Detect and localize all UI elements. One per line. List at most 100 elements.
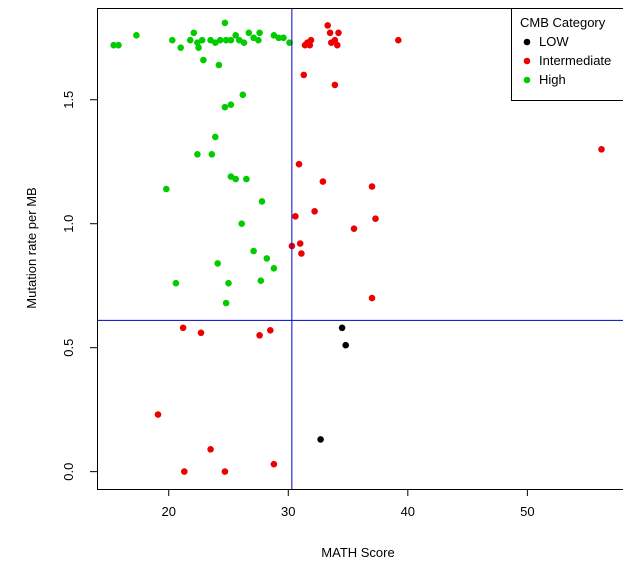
data-point-high-34 [208,151,216,158]
data-point-high-38 [163,185,170,193]
data-point-high-36 [232,175,239,183]
data-point-intermediate-9 [334,41,341,49]
legend-label-low: LOW [539,34,569,49]
data-point-intermediate-19 [372,215,379,222]
data-point-high-15 [227,36,235,44]
x-axis-title: MATH Score [321,545,394,560]
data-point-intermediate-17 [292,213,299,220]
x-tick-label: 20 [161,504,175,519]
data-point-high-8 [195,44,202,51]
data-point-high-24 [275,34,283,42]
data-point-high-31 [221,103,229,111]
data-point-high-42 [214,260,221,267]
data-point-high-9 [198,36,206,44]
data-point-intermediate-13 [598,146,605,153]
data-point-intermediate-2 [307,36,315,44]
data-point-intermediate-31 [181,468,188,475]
data-point-intermediate-10 [395,36,402,44]
legend-title: CMB Category [520,15,606,30]
data-point-high-44 [270,265,278,272]
legend-entries: LOW Intermediate High [523,34,611,87]
data-point-high-4 [177,44,184,51]
y-axis-title: Mutation rate per MB [24,187,39,308]
x-tick-label: 50 [520,504,534,519]
x-tick-label: 40 [401,504,415,519]
legend-marker-intermediate [523,57,531,65]
legend-box [511,8,623,101]
data-point-low-2 [317,436,324,443]
data-point-intermediate-8 [335,29,342,37]
data-point-high-48 [222,299,230,307]
reference-lines [97,8,623,489]
data-point-high-14 [222,36,230,44]
data-point-high-40 [238,220,245,227]
data-point-low-1 [342,341,350,349]
y-tick-label: 1.5 [61,91,76,109]
data-point-high-28 [215,61,223,69]
data-point-intermediate-12 [331,81,339,89]
data-point-intermediate-26 [197,329,205,337]
data-point-intermediate-30 [207,446,214,453]
data-point-intermediate-15 [319,178,327,185]
data-point-high-37 [243,175,250,183]
data-point-intermediate-27 [267,327,274,334]
y-tick-label: 0.5 [61,339,76,357]
data-point-intermediate-25 [179,324,187,332]
x-tick-label: 30 [281,504,295,519]
data-point-high-33 [194,151,201,158]
data-point-high-21 [256,29,263,37]
legend: CMB Category LOW Intermediate High [511,8,623,101]
data-point-intermediate-23 [298,250,305,257]
data-point-high-0 [110,41,117,49]
data-point-high-19 [245,29,253,37]
data-point-high-30 [227,101,235,108]
data-point-high-43 [263,255,271,262]
data-point-high-47 [225,279,232,287]
data-point-high-6 [190,29,198,37]
data-point-high-13 [221,19,229,27]
data-point-intermediate-11 [300,71,308,79]
data-point-high-16 [232,32,239,39]
data-point-intermediate-14 [295,160,303,168]
data-point-high-12 [216,36,224,44]
legend-label-intermediate: Intermediate [539,53,611,68]
plot-frame [97,8,623,490]
points-layer [110,19,605,475]
data-point-intermediate-5 [326,29,334,37]
data-point-low-0 [338,324,346,332]
data-point-high-32 [212,133,219,141]
data-point-intermediate-32 [221,468,229,475]
data-point-intermediate-3 [306,41,314,49]
x-axis: 20 30 40 50 [161,489,535,519]
legend-label-high: High [539,72,566,87]
data-point-high-26 [286,39,293,46]
data-point-intermediate-7 [331,36,339,44]
data-point-high-25 [280,34,287,42]
data-point-intermediate-29 [154,411,162,418]
data-point-intermediate-16 [368,183,376,190]
data-point-high-5 [186,36,194,44]
y-tick-label: 0.0 [61,463,76,481]
legend-marker-low [523,38,531,46]
data-point-high-39 [258,198,266,205]
data-point-intermediate-18 [311,208,318,215]
data-point-intermediate-4 [324,22,332,29]
data-point-intermediate-33 [270,460,278,468]
data-point-high-2 [133,32,140,39]
data-point-intermediate-24 [368,294,376,302]
data-point-intermediate-20 [350,225,358,232]
data-point-high-1 [115,41,122,49]
legend-marker-high [523,76,531,84]
data-point-intermediate-22 [296,240,304,247]
y-tick-label: 1.0 [61,215,76,233]
data-point-high-18 [240,39,248,46]
data-point-high-27 [200,56,207,64]
data-point-intermediate-28 [256,332,263,339]
data-point-high-41 [250,247,257,255]
data-point-high-46 [172,279,180,287]
data-point-high-29 [239,91,247,99]
data-point-high-3 [169,36,176,44]
data-point-high-45 [257,277,265,285]
data-point-high-22 [255,36,262,44]
